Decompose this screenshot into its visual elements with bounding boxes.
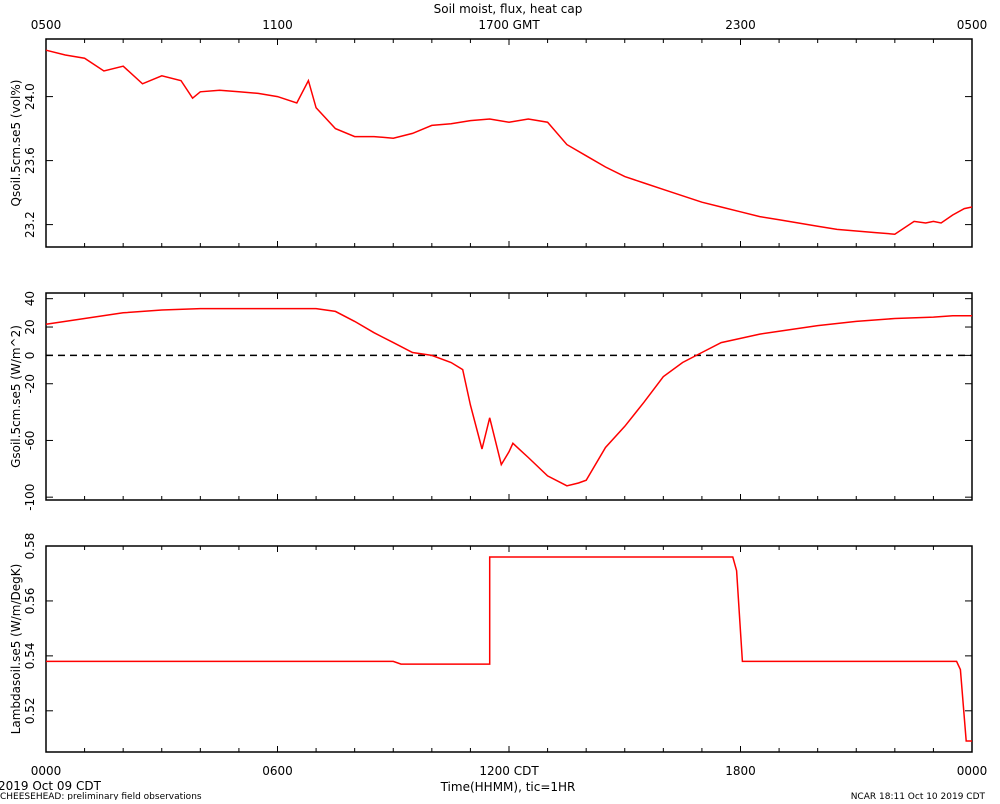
panel-2-ytick-label: -60 [23,431,37,451]
x-axis-label: Time(HHMM), tic=1HR [440,780,576,794]
panel-1-ytick-label: 24.0 [23,83,37,110]
panel-2-ytick-label: -20 [23,374,37,394]
date-label: 2019 Oct 09 CDT [0,779,102,793]
bottom-xtick-label: 1800 [725,764,756,778]
top-xtick-label: 1100 [262,18,293,32]
panel-1-ytick-label: 23.6 [23,147,37,174]
panel-3-ytick-label: 0.52 [23,697,37,724]
panel-3-ytick-label: 0.56 [23,588,37,615]
footer-right: NCAR 18:11 Oct 10 2019 CDT [851,792,986,800]
panel-3-ylabel: Lambdasoil.se5 (W/m/DegK) [9,564,23,735]
panel-2-ytick-label: 0 [23,352,37,360]
footer-left: CHEESEHEAD: preliminary field observatio… [0,792,202,800]
panel-2-ytick-label: 40 [23,291,37,306]
bottom-xtick-label: 0600 [262,764,293,778]
top-xtick-label: 0500 [31,18,62,32]
panel-1-frame [45,38,973,248]
panel-3-ytick-label: 0.54 [23,643,37,670]
panel-3-frame [45,545,973,753]
panel-2-ytick-label: -100 [23,484,37,511]
top-xtick-label: 1700 GMT [478,18,540,32]
panel-3-ytick-label: 0.58 [23,533,37,560]
panel-1-ylabel: Qsoil.5cm.se5 (vol%) [9,80,23,207]
top-xtick-label: 0500 [957,18,988,32]
bottom-xtick-label: 1200 CDT [479,764,539,778]
bottom-xtick-label: 0000 [957,764,988,778]
chart-title: Soil moist, flux, heat cap [434,2,583,16]
panel-1-series-line [45,49,973,235]
panel-3-series-line [46,556,972,742]
panel-2-series-line [45,307,972,487]
panel-1-ytick-label: 23.2 [23,211,37,238]
panel-2-ytick-label: 20 [23,319,37,334]
bottom-xtick-label: 0000 [31,764,62,778]
panel-2-ylabel: Gsoil.5cm.se5 (W/m^2) [9,325,23,468]
top-xtick-label: 2300 [725,18,756,32]
